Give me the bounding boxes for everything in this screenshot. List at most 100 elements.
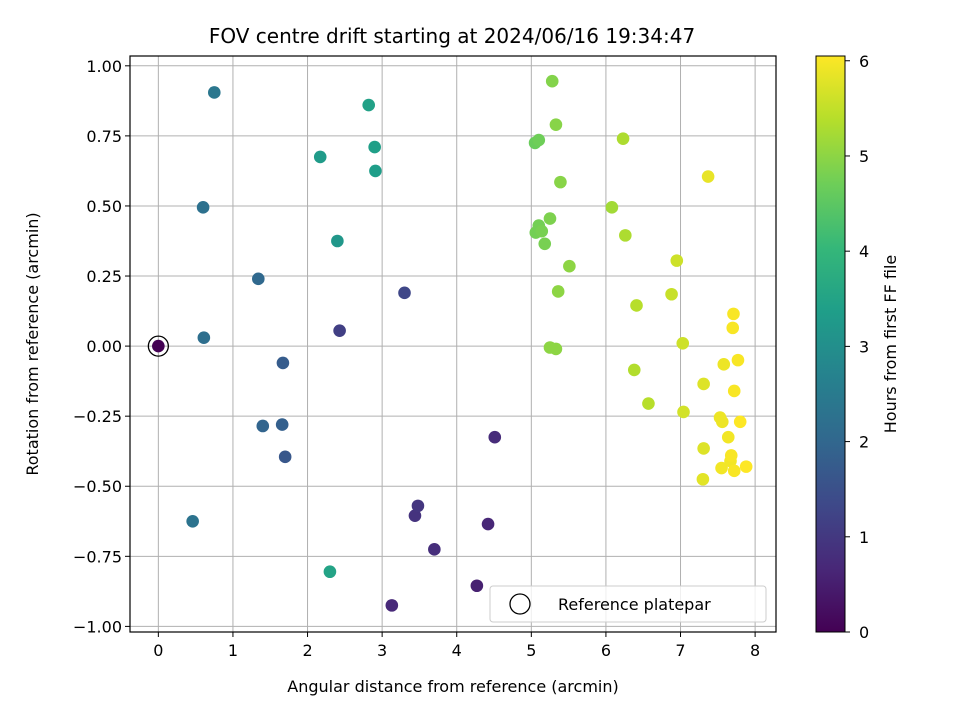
legend-box bbox=[489, 585, 767, 623]
data-point bbox=[543, 212, 557, 225]
colorbar-tick-label: 3 bbox=[859, 337, 869, 356]
data-point bbox=[152, 339, 165, 353]
axis-ticks: 0 1 2 3 4 5 6 7 8 −1.00 −0.75 −0.50 −0.25 0.00 0.25 0.5… bbox=[73, 57, 760, 660]
colorbar-tick-label: 5 bbox=[859, 147, 869, 166]
plot-frame bbox=[129, 55, 777, 633]
colorbar-tick-label: 2 bbox=[859, 433, 869, 452]
x-tick-label: 3 bbox=[377, 641, 387, 660]
data-point bbox=[428, 543, 441, 556]
colorbar-label: Hours from first FF file bbox=[881, 255, 900, 434]
data-point bbox=[715, 415, 729, 429]
data-point bbox=[196, 201, 210, 214]
y-axis-label: Rotation from reference (arcmin) bbox=[23, 212, 42, 475]
data-point bbox=[252, 272, 265, 286]
x-tick-label: 7 bbox=[675, 641, 685, 660]
data-point bbox=[538, 237, 552, 251]
data-point bbox=[470, 579, 484, 593]
colorbar-ticks: 0 1 2 3 4 5 6 bbox=[845, 52, 869, 642]
data-point bbox=[630, 299, 643, 312]
data-point bbox=[535, 224, 549, 238]
data-point bbox=[727, 464, 741, 478]
colorbar-tick-label: 1 bbox=[859, 528, 869, 547]
colorbar-tick-label: 4 bbox=[859, 242, 869, 261]
data-point bbox=[278, 450, 292, 464]
data-point bbox=[411, 499, 425, 513]
data-point bbox=[331, 234, 344, 248]
data-point bbox=[677, 405, 690, 419]
data-point bbox=[733, 415, 747, 429]
data-point bbox=[616, 132, 630, 145]
data-point bbox=[545, 74, 559, 88]
data-point bbox=[619, 229, 632, 242]
y-tick-label: 0.50 bbox=[86, 197, 122, 216]
y-tick-label: 0.75 bbox=[86, 127, 122, 146]
x-tick-label: 8 bbox=[750, 641, 760, 660]
data-point bbox=[256, 419, 270, 433]
y-tick-label: −0.75 bbox=[73, 547, 122, 566]
x-tick-label: 4 bbox=[452, 641, 462, 660]
data-point bbox=[408, 509, 422, 522]
data-point bbox=[385, 599, 399, 612]
data-point bbox=[207, 86, 221, 99]
colorbar-gradient bbox=[815, 55, 846, 633]
grid bbox=[130, 56, 776, 632]
data-point bbox=[697, 442, 710, 455]
data-points bbox=[147, 74, 753, 612]
data-point bbox=[665, 287, 678, 301]
colorbar-tick-label: 0 bbox=[859, 623, 869, 642]
y-tick-label: −0.50 bbox=[73, 477, 122, 496]
x-tick-label: 5 bbox=[526, 641, 536, 660]
data-point bbox=[731, 353, 745, 367]
legend-reference-marker bbox=[509, 593, 531, 615]
data-point bbox=[563, 259, 576, 273]
data-point bbox=[532, 133, 546, 147]
y-tick-label: −0.25 bbox=[73, 407, 122, 426]
data-point bbox=[627, 363, 641, 377]
colorbar-tick-label: 6 bbox=[859, 52, 869, 71]
data-point bbox=[696, 472, 710, 486]
x-tick-label: 0 bbox=[153, 641, 163, 660]
data-point bbox=[186, 514, 199, 528]
legend: Reference platepar bbox=[489, 585, 767, 623]
data-point bbox=[362, 98, 376, 112]
data-point bbox=[323, 565, 337, 579]
data-point bbox=[701, 170, 715, 183]
reference-platepar-marker bbox=[147, 335, 169, 357]
data-point bbox=[276, 356, 290, 370]
data-point bbox=[481, 517, 495, 531]
data-point bbox=[727, 384, 741, 398]
data-point bbox=[724, 449, 738, 462]
data-point bbox=[275, 418, 289, 431]
x-tick-label: 6 bbox=[601, 641, 611, 660]
data-point bbox=[739, 460, 753, 473]
data-point bbox=[369, 164, 382, 178]
data-point bbox=[313, 150, 327, 164]
data-point bbox=[697, 377, 710, 391]
x-tick-label: 2 bbox=[302, 641, 312, 660]
data-point bbox=[549, 342, 563, 356]
x-axis-label: Angular distance from reference (arcmin) bbox=[287, 677, 618, 696]
chart-title: FOV centre drift starting at 2024/06/16 … bbox=[209, 24, 695, 48]
data-point bbox=[549, 118, 563, 131]
data-point bbox=[554, 175, 567, 189]
data-point bbox=[721, 430, 735, 444]
data-point bbox=[642, 397, 655, 410]
data-point bbox=[333, 324, 346, 337]
x-tick-label: 1 bbox=[228, 641, 238, 660]
data-point bbox=[605, 201, 619, 214]
data-point bbox=[670, 254, 684, 267]
y-tick-label: −1.00 bbox=[73, 617, 122, 636]
legend-label: Reference platepar bbox=[558, 595, 711, 614]
colorbar: 0 1 2 3 4 5 6 Hours from first FF file bbox=[815, 52, 900, 642]
data-point bbox=[726, 321, 740, 335]
y-tick-label: 0.00 bbox=[86, 337, 122, 356]
data-point bbox=[676, 336, 690, 350]
data-point bbox=[368, 140, 381, 154]
data-point bbox=[488, 430, 502, 444]
data-point bbox=[197, 331, 211, 344]
data-point bbox=[717, 358, 731, 371]
y-tick-label: 1.00 bbox=[86, 57, 122, 76]
data-point bbox=[715, 461, 728, 475]
data-point bbox=[727, 307, 740, 321]
